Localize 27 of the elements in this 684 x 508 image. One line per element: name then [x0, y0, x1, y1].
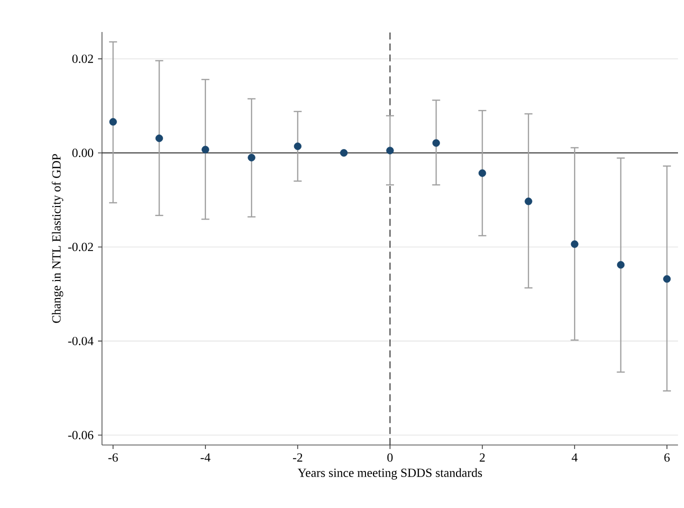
x-tick-label: 4 [572, 453, 578, 462]
point [155, 134, 164, 142]
y-tick-label: -0.04 [68, 336, 94, 346]
y-tick-label: 0.02 [72, 54, 93, 64]
x-tick-label: -2 [292, 453, 302, 462]
x-tick-label: -4 [200, 453, 210, 462]
point [294, 142, 302, 150]
point [386, 146, 394, 154]
point [616, 261, 625, 269]
x-tick-label: 2 [480, 453, 485, 462]
point [663, 275, 671, 283]
point [432, 139, 440, 147]
point [478, 169, 486, 177]
x-tick-label: 6 [664, 453, 670, 462]
y-tick-label: -0.02 [68, 242, 93, 252]
x-axis-title: Years since meeting SDDS standards [298, 468, 482, 480]
point [570, 240, 578, 248]
y-tick-label: 0.00 [72, 148, 94, 158]
point [340, 149, 348, 157]
point [524, 198, 532, 206]
x-tick-label: 0 [387, 453, 393, 462]
point [248, 154, 256, 162]
y-tick-label: -0.06 [68, 430, 94, 440]
y-axis-title: Change in NTL Elasticity of GDP [52, 154, 64, 323]
point [109, 118, 117, 126]
x-tick-label: -6 [108, 453, 118, 462]
point [202, 146, 210, 154]
